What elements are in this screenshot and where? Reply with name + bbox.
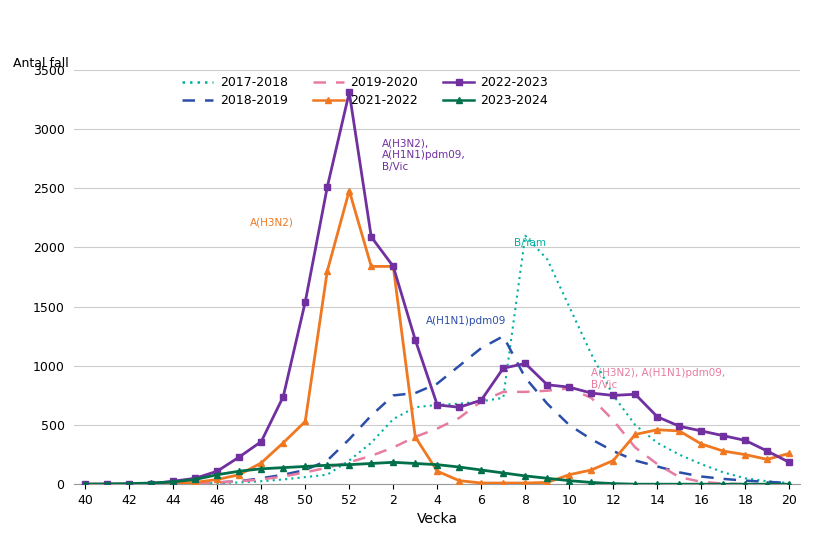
Text: A(H3N2),
A(H1N1)pdm09,
B/Vic: A(H3N2), A(H1N1)pdm09, B/Vic — [382, 139, 466, 172]
Text: Antal fall: Antal fall — [12, 57, 68, 70]
Text: A(H3N2): A(H3N2) — [250, 218, 295, 228]
Legend: 2017-2018, 2018-2019, 2019-2020, 2021-2022, 2022-2023, 2023-2024: 2017-2018, 2018-2019, 2019-2020, 2021-20… — [182, 76, 549, 107]
Text: A(H3N2), A(H1N1)pdm09,
B/Vic: A(H3N2), A(H1N1)pdm09, B/Vic — [592, 368, 725, 390]
X-axis label: Vecka: Vecka — [417, 513, 458, 527]
Text: A(H1N1)pdm09: A(H1N1)pdm09 — [427, 316, 507, 326]
Text: B/Yam: B/Yam — [514, 238, 546, 248]
